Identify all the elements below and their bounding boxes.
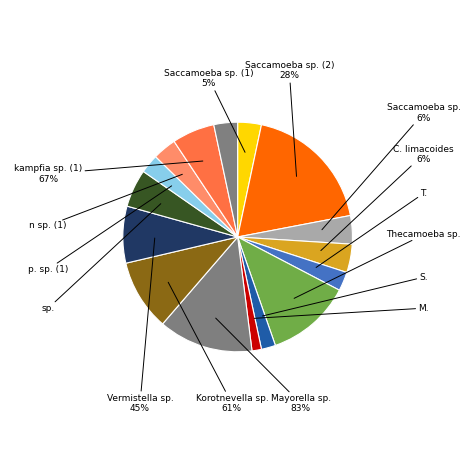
Text: Vermistella sp.
45%: Vermistella sp. 45% <box>107 238 173 413</box>
Wedge shape <box>127 172 237 237</box>
Wedge shape <box>237 237 352 273</box>
Wedge shape <box>123 206 237 263</box>
Text: Mayorella sp.
83%: Mayorella sp. 83% <box>216 318 331 413</box>
Text: sp.: sp. <box>42 204 161 313</box>
Text: Korotnevella sp.
61%: Korotnevella sp. 61% <box>168 283 268 413</box>
Wedge shape <box>143 157 237 237</box>
Text: Saccamoeba sp. (2)
28%: Saccamoeba sp. (2) 28% <box>245 61 334 176</box>
Text: M.: M. <box>254 304 429 319</box>
Wedge shape <box>155 141 237 237</box>
Wedge shape <box>237 237 347 290</box>
Wedge shape <box>237 237 262 351</box>
Text: kampfia sp. (1)
67%: kampfia sp. (1) 67% <box>14 161 203 183</box>
Text: p. sp. (1): p. sp. (1) <box>28 186 172 273</box>
Text: Saccamoeba sp.
6%: Saccamoeba sp. 6% <box>322 103 461 230</box>
Wedge shape <box>126 237 237 324</box>
Wedge shape <box>163 237 252 352</box>
Wedge shape <box>237 237 275 349</box>
Wedge shape <box>237 125 350 237</box>
Text: C. limacoides
6%: C. limacoides 6% <box>321 145 454 251</box>
Text: S.: S. <box>263 273 428 316</box>
Wedge shape <box>237 237 339 346</box>
Text: n sp. (1): n sp. (1) <box>29 174 182 230</box>
Wedge shape <box>237 216 353 244</box>
Wedge shape <box>237 122 262 237</box>
Wedge shape <box>174 125 237 237</box>
Text: Thecamoeba sp.: Thecamoeba sp. <box>294 230 461 298</box>
Text: Saccamoeba sp. (1)
5%: Saccamoeba sp. (1) 5% <box>164 69 254 152</box>
Text: T.: T. <box>316 189 427 267</box>
Wedge shape <box>214 122 237 237</box>
